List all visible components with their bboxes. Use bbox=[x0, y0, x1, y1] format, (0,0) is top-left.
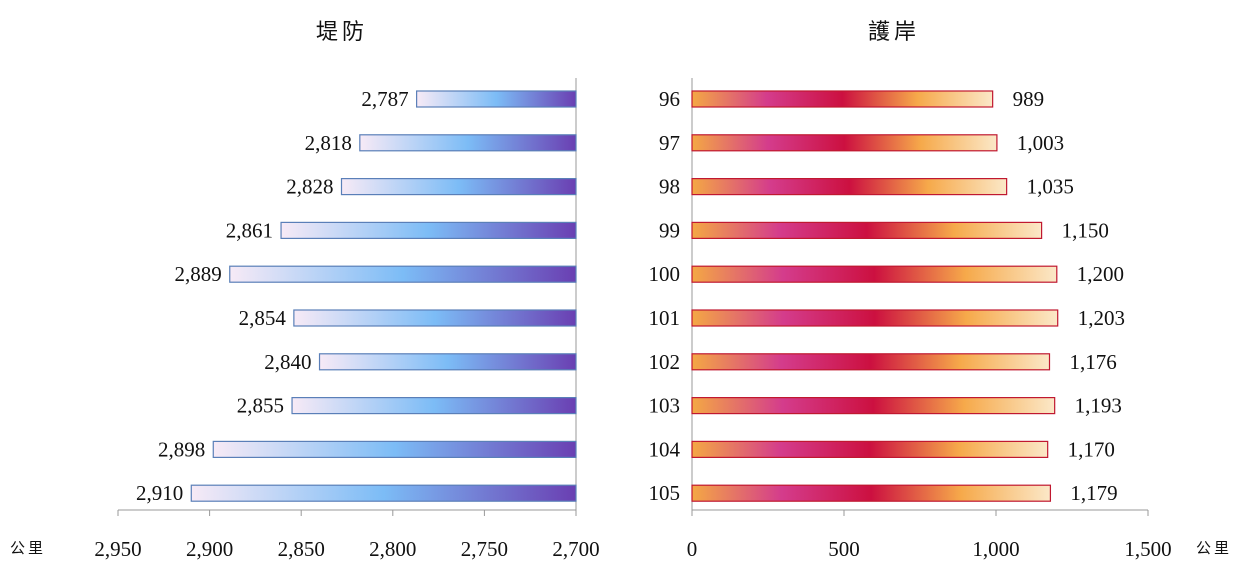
levee-bar bbox=[291, 397, 577, 415]
revetment-x-tick-label: 1,500 bbox=[1124, 537, 1171, 561]
year-category-label: 101 bbox=[649, 306, 681, 330]
year-category-label: 99 bbox=[659, 218, 680, 242]
revetment-data-label: 1,193 bbox=[1075, 394, 1122, 418]
revetment-data-label: 1,170 bbox=[1068, 437, 1115, 461]
revetment-data-label: 1,176 bbox=[1070, 350, 1117, 374]
year-category-label: 97 bbox=[659, 131, 680, 155]
revetment-bar bbox=[691, 178, 1008, 196]
year-category-label: 102 bbox=[649, 350, 681, 374]
levee-unit-label: 公里 bbox=[10, 539, 47, 557]
levee-panel: 2,950 2,900 2,850 2,800 2,750 2,700 2,787 2,818… bbox=[94, 78, 600, 561]
levee-bar bbox=[190, 484, 577, 502]
revetment-bar bbox=[691, 221, 1043, 239]
levee-chart-title: 堤防 bbox=[316, 20, 369, 45]
revetment-chart-title: 護岸 bbox=[868, 20, 921, 45]
revetment-data-label: 1,003 bbox=[1017, 131, 1064, 155]
revetment-data-label: 1,179 bbox=[1070, 481, 1117, 505]
year-category-label: 103 bbox=[649, 394, 681, 418]
levee-x-tick-label: 2,850 bbox=[278, 537, 325, 561]
levee-x-tick-label: 2,750 bbox=[461, 537, 508, 561]
revetment-panel: 0 500 1,000 1,500 96 989 97 1,003 98 1,035 99 1,150… bbox=[649, 78, 1172, 561]
levee-x-tick-label: 2,800 bbox=[369, 537, 416, 561]
revetment-x-tick-label: 500 bbox=[828, 537, 860, 561]
levee-bar bbox=[340, 178, 577, 196]
levee-data-label: 2,787 bbox=[361, 87, 408, 111]
revetment-data-label: 1,203 bbox=[1078, 306, 1125, 330]
levee-x-tick-label: 2,700 bbox=[552, 537, 599, 561]
levee-data-label: 2,889 bbox=[175, 262, 222, 286]
levee-x-tick-label: 2,950 bbox=[94, 537, 141, 561]
levee-data-label: 2,861 bbox=[226, 218, 273, 242]
year-category-label: 96 bbox=[659, 87, 680, 111]
revetment-bar bbox=[691, 397, 1056, 415]
levee-bar bbox=[359, 134, 577, 152]
revetment-x-tick-label: 1,000 bbox=[972, 537, 1019, 561]
levee-bar bbox=[293, 309, 577, 327]
levee-data-label: 2,855 bbox=[237, 394, 284, 418]
levee-bar bbox=[212, 440, 577, 458]
revetment-bar bbox=[691, 134, 998, 152]
revetment-bar bbox=[691, 309, 1059, 327]
revetment-data-label: 1,035 bbox=[1027, 175, 1074, 199]
year-category-label: 98 bbox=[659, 175, 680, 199]
levee-x-tick-label: 2,900 bbox=[186, 537, 233, 561]
year-category-label: 100 bbox=[649, 262, 681, 286]
revetment-data-label: 1,150 bbox=[1062, 218, 1109, 242]
levee-bar bbox=[280, 221, 577, 239]
revetment-bar bbox=[691, 90, 994, 108]
revetment-data-label: 1,200 bbox=[1077, 262, 1124, 286]
revetment-bar bbox=[691, 353, 1051, 371]
revetment-data-label: 989 bbox=[1013, 87, 1045, 111]
levee-data-label: 2,854 bbox=[239, 306, 287, 330]
levee-bar bbox=[318, 353, 577, 371]
year-category-label: 105 bbox=[649, 481, 681, 505]
revetment-bar bbox=[691, 484, 1052, 502]
levee-data-label: 2,910 bbox=[136, 481, 183, 505]
levee-data-label: 2,828 bbox=[286, 175, 333, 199]
revetment-x-tick-label: 0 bbox=[687, 537, 698, 561]
year-category-label: 104 bbox=[649, 437, 681, 461]
levee-bar bbox=[229, 265, 577, 283]
revetment-bar bbox=[691, 265, 1058, 283]
levee-data-label: 2,898 bbox=[158, 437, 205, 461]
levee-bar bbox=[416, 90, 577, 108]
levee-data-label: 2,840 bbox=[264, 350, 311, 374]
revetment-bar bbox=[691, 440, 1049, 458]
levee-data-label: 2,818 bbox=[305, 131, 352, 155]
revetment-unit-label: 公里 bbox=[1196, 539, 1233, 557]
